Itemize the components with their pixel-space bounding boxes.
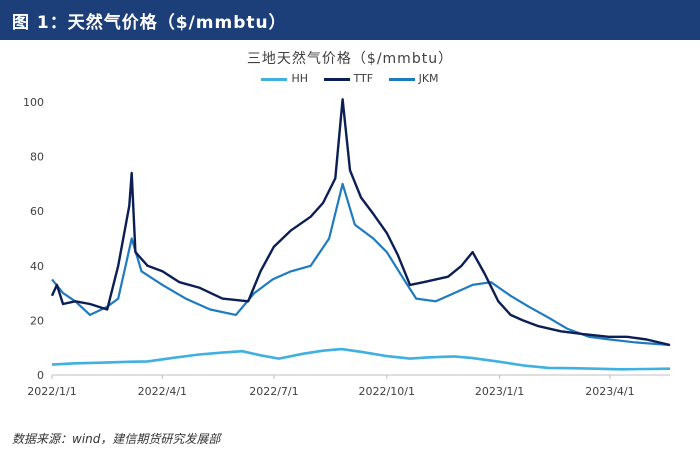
y-tick-label: 20 xyxy=(30,314,44,327)
x-tick-label: 2022/1/1 xyxy=(27,385,76,398)
source-note: 数据来源：wind，建信期货研究发展部 xyxy=(12,432,221,446)
figure-header: 图 1：天然气价格（$/mmbtu） xyxy=(0,0,700,40)
series-line-hh xyxy=(51,347,671,371)
y-tick-label: 40 xyxy=(30,260,44,273)
chart-title: 三地天然气价格（$/mmbtu） xyxy=(246,51,454,67)
x-tick-label: 2023/1/1 xyxy=(475,385,524,398)
series-line-ttf xyxy=(50,98,671,347)
legend-swatch-jkm xyxy=(388,77,415,81)
x-tick-label: 2022/4/1 xyxy=(138,385,187,398)
figure-title: 图 1：天然气价格（$/mmbtu） xyxy=(12,13,287,33)
y-tick-label: 100 xyxy=(23,96,44,109)
legend-item-jkm: JKM xyxy=(388,72,439,85)
legend-swatch-hh xyxy=(261,77,288,81)
legend: HH TTF JKM xyxy=(0,72,700,85)
x-tick-label: 2023/4/1 xyxy=(585,385,634,398)
chart-area: 三地天然气价格（$/mmbtu） HH TTF JKM 0 20 40 60 80 100… xyxy=(0,40,700,412)
y-tick-label: 60 xyxy=(30,205,44,218)
y-tick-label: 0 xyxy=(37,369,44,382)
series-line-jkm xyxy=(51,182,671,347)
plot-svg: 0 20 40 60 80 100 2022/1/1 2022/4/1 2022/7/1 2022… xyxy=(23,96,671,398)
legend-label-hh: HH xyxy=(291,72,308,85)
legend-item-ttf: TTF xyxy=(323,72,374,85)
x-tick-label: 2022/7/1 xyxy=(249,385,298,398)
y-tick-label: 80 xyxy=(30,151,44,164)
legend-label-ttf: TTF xyxy=(353,72,374,85)
legend-item-hh: HH xyxy=(261,72,308,85)
legend-label-jkm: JKM xyxy=(418,72,439,85)
legend-swatch-ttf xyxy=(323,77,350,81)
x-tick-label: 2022/10/1 xyxy=(359,385,415,398)
